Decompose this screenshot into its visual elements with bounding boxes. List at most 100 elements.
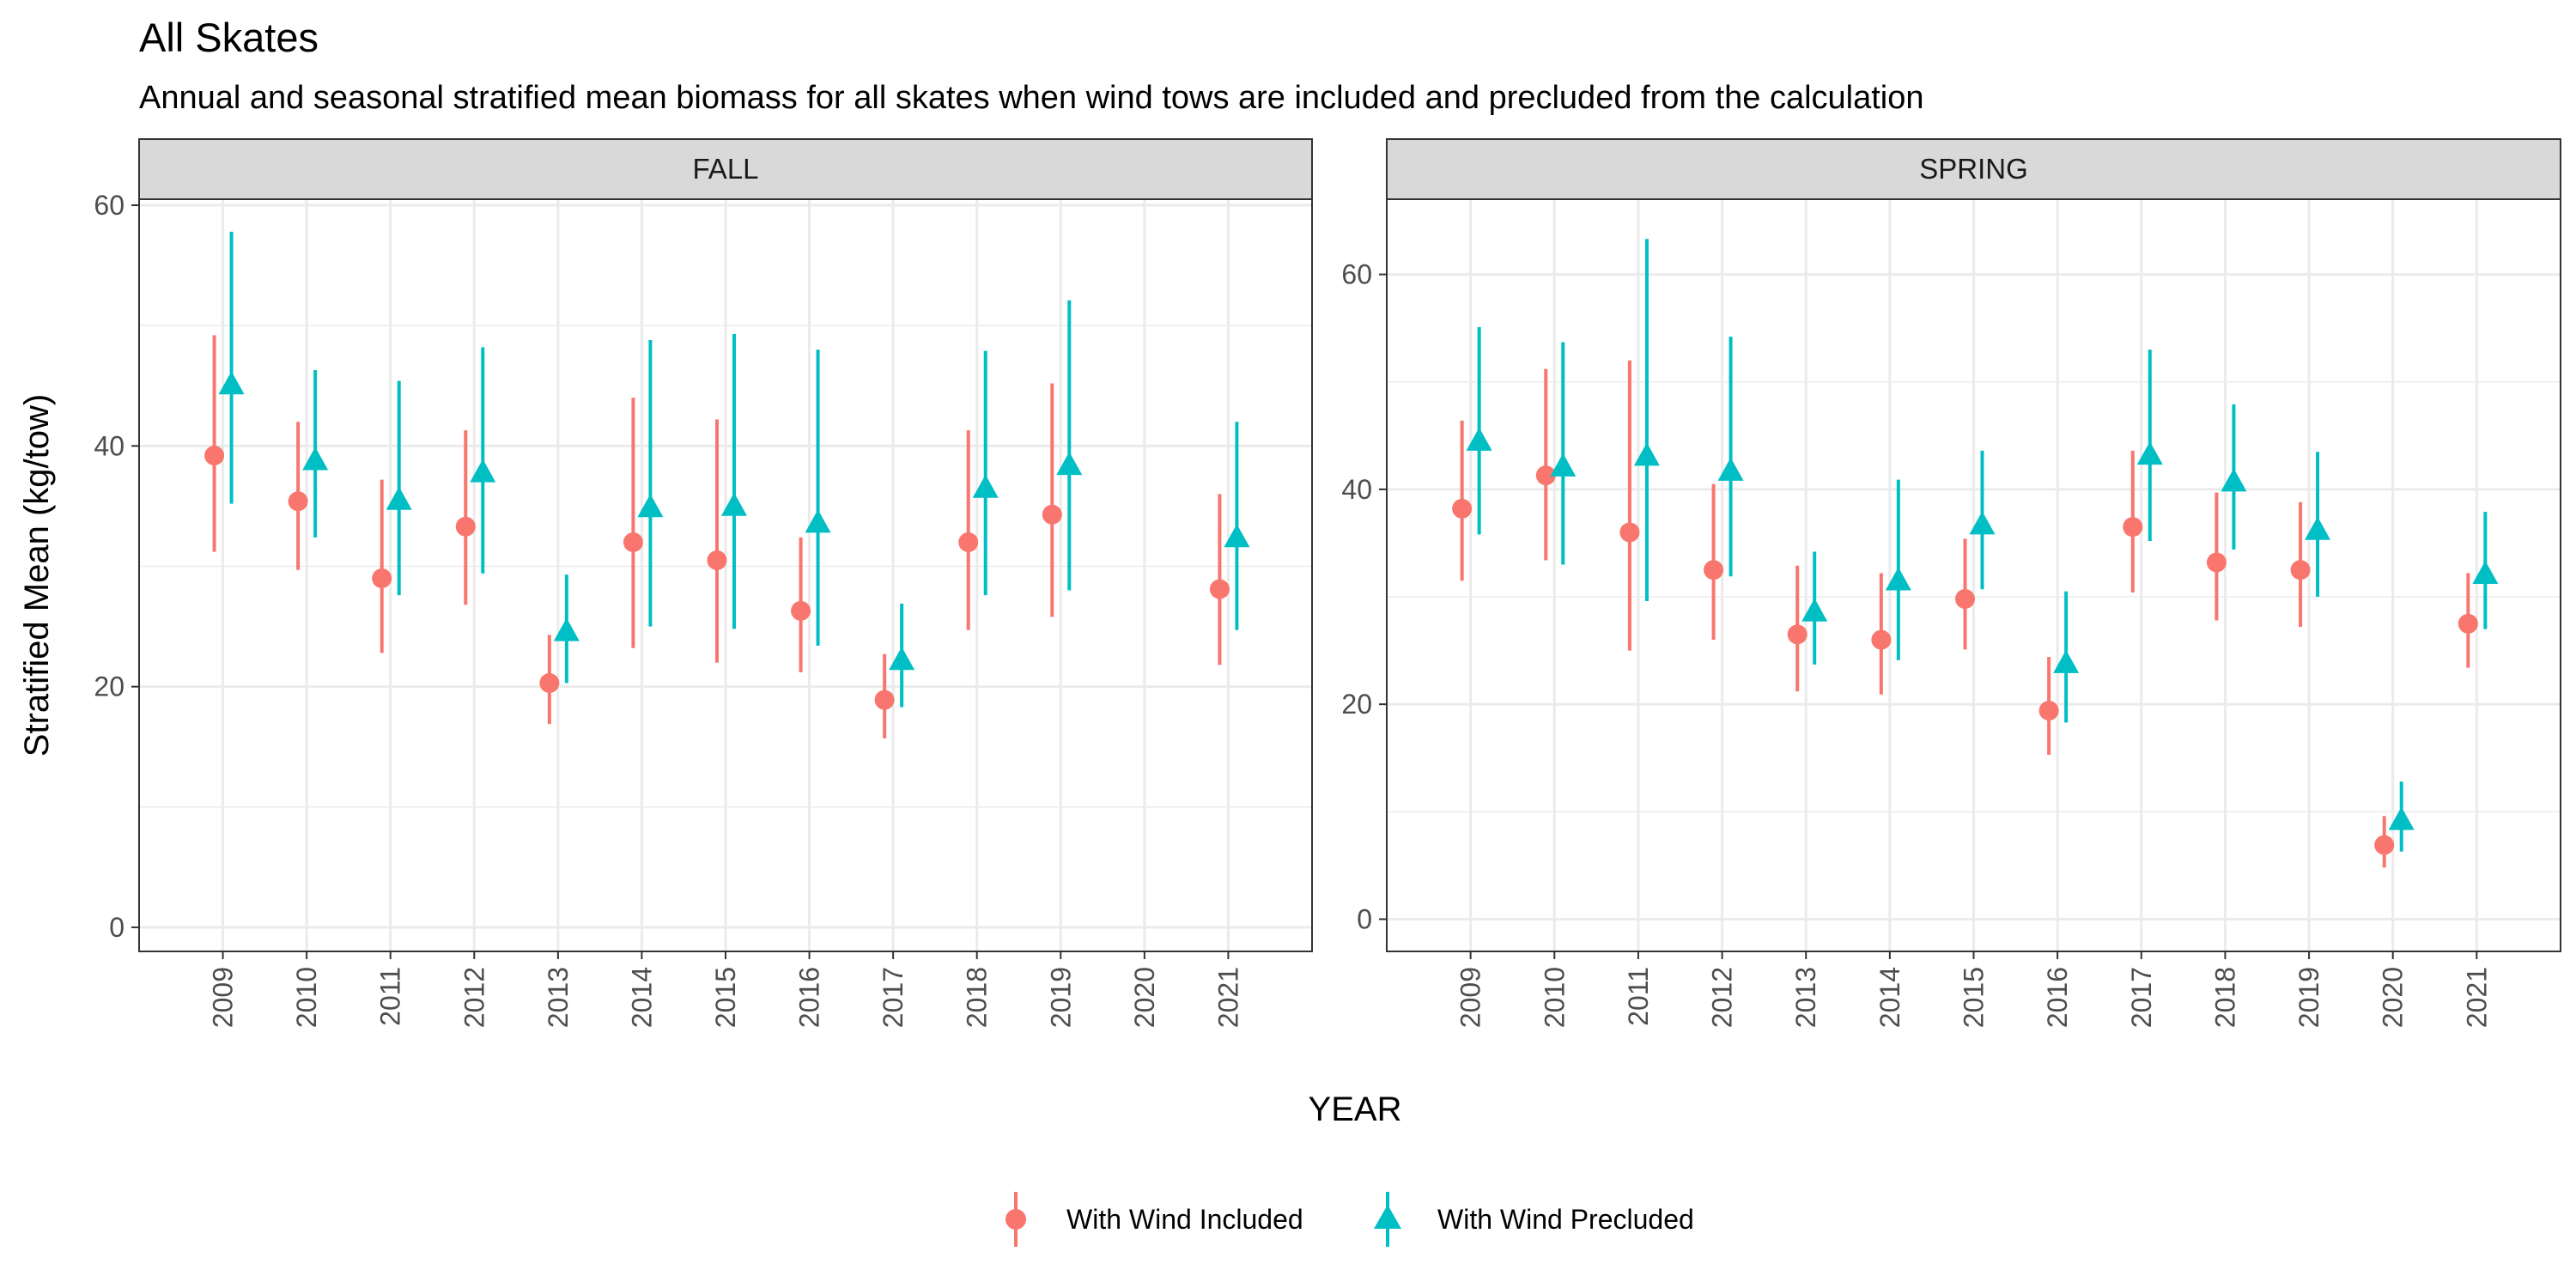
point-precluded [470, 459, 496, 483]
point-precluded [1466, 427, 1492, 451]
x-tick-label: 2010 [1539, 967, 1570, 1028]
x-tick-label: 2019 [1045, 967, 1076, 1028]
x-tick-label: 2019 [2293, 967, 2324, 1028]
point-precluded [1633, 442, 1660, 466]
chart-title: All Skates [139, 15, 319, 60]
point-precluded [1885, 567, 1911, 591]
point-precluded [2136, 441, 2163, 465]
point-included [2290, 560, 2311, 580]
point-precluded [2053, 649, 2080, 673]
x-tick-label: 2017 [2126, 967, 2157, 1028]
point-precluded [2472, 561, 2499, 584]
point-precluded [1056, 452, 1083, 476]
y-tick-label: 0 [109, 912, 125, 943]
x-tick-label: 2021 [2461, 967, 2492, 1028]
point-included [1209, 579, 1230, 599]
y-tick-label: 40 [1341, 474, 1372, 505]
strip-label: FALL [692, 153, 758, 185]
point-included [288, 491, 308, 512]
panel-border [138, 198, 1313, 952]
y-tick-label: 40 [94, 430, 125, 461]
y-tick-label: 20 [94, 671, 125, 702]
point-included [791, 600, 811, 621]
point-precluded [1801, 598, 1828, 622]
legend-key-included [1005, 1192, 1026, 1247]
y-tick-label: 60 [1341, 259, 1372, 290]
point-precluded [2388, 806, 2415, 830]
panel-spring: SPRING 0 20 40 60 2009 2010 2011 2012 2013 2014 201… [1341, 138, 2561, 1028]
x-tick-label: 2014 [626, 967, 657, 1028]
point-included [1535, 465, 1556, 486]
x-axis-title: YEAR [1309, 1091, 1402, 1128]
x-tick-label: 2009 [1455, 967, 1486, 1028]
x-tick-label: 2020 [2378, 967, 2409, 1028]
point-included [874, 690, 895, 710]
point-precluded [302, 447, 329, 471]
point-precluded [218, 371, 245, 395]
point-included [1787, 624, 1807, 645]
panel-fall: FALL 0 20 40 60 2009 2010 2011 2012 2013 2014 2015 2… [94, 138, 1313, 1028]
point-precluded [805, 509, 831, 533]
point-included [455, 516, 476, 537]
x-tick-label: 2020 [1129, 967, 1160, 1028]
x-tick-label: 2014 [1874, 967, 1905, 1028]
point-included [707, 550, 727, 570]
panels-layer: FALL 0 20 40 60 2009 2010 2011 2012 2013 2014 2015 2… [94, 138, 2561, 1028]
point-precluded [1224, 524, 1250, 548]
panel-border [1386, 198, 2561, 952]
point-included [623, 532, 643, 552]
x-tick-label: 2011 [1623, 967, 1654, 1026]
legend-key-precluded [1374, 1192, 1401, 1247]
x-tick-label: 2015 [1959, 967, 1990, 1028]
point-included [1452, 498, 1473, 519]
point-precluded [553, 617, 580, 641]
x-tick-label: 2013 [543, 967, 574, 1028]
point-precluded [1969, 511, 1996, 535]
point-precluded [1550, 453, 1577, 477]
x-tick-label: 2011 [375, 967, 406, 1026]
strip-label: SPRING [1919, 153, 2028, 185]
point-precluded [972, 474, 999, 498]
x-tick-label: 2009 [208, 967, 239, 1028]
legend-triangle-icon [1374, 1205, 1401, 1229]
point-included [958, 532, 979, 552]
chart-subtitle: Annual and seasonal stratified mean biom… [139, 80, 1924, 116]
point-precluded [889, 647, 915, 671]
x-tick-label: 2012 [1707, 967, 1738, 1028]
x-tick-label: 2021 [1212, 967, 1243, 1028]
point-precluded [1717, 457, 1744, 481]
point-included [2374, 835, 2395, 855]
legend-label-included: With Wind Included [1066, 1204, 1303, 1235]
point-included [204, 446, 225, 466]
point-included [1619, 522, 1640, 543]
x-tick-label: 2018 [962, 967, 993, 1028]
point-included [539, 672, 560, 693]
point-included [372, 568, 392, 589]
point-included [1871, 629, 1892, 650]
x-tick-label: 2013 [1790, 967, 1821, 1028]
legend-label-precluded: With Wind Precluded [1437, 1204, 1694, 1235]
point-precluded [721, 492, 747, 516]
y-axis-title: Stratified Mean (kg/tow) [18, 394, 56, 756]
point-included [2123, 517, 2143, 538]
x-tick-label: 2017 [878, 967, 908, 1028]
point-included [1704, 560, 1724, 580]
legend-circle-icon [1005, 1209, 1026, 1230]
point-included [2206, 552, 2227, 573]
point-precluded [2221, 468, 2247, 492]
legend: With Wind Included With Wind Precluded [1005, 1192, 1694, 1247]
x-tick-label: 2010 [291, 967, 322, 1028]
point-included [1955, 589, 1975, 610]
point-precluded [637, 494, 664, 518]
y-tick-label: 60 [94, 190, 125, 221]
x-tick-label: 2012 [459, 967, 489, 1028]
x-tick-label: 2018 [2209, 967, 2240, 1028]
point-precluded [2305, 516, 2331, 540]
point-precluded [386, 486, 412, 510]
y-tick-label: 0 [1357, 903, 1372, 934]
x-tick-label: 2016 [2042, 967, 2073, 1028]
point-included [2458, 613, 2478, 634]
x-tick-label: 2015 [710, 967, 741, 1028]
point-included [1042, 504, 1062, 525]
